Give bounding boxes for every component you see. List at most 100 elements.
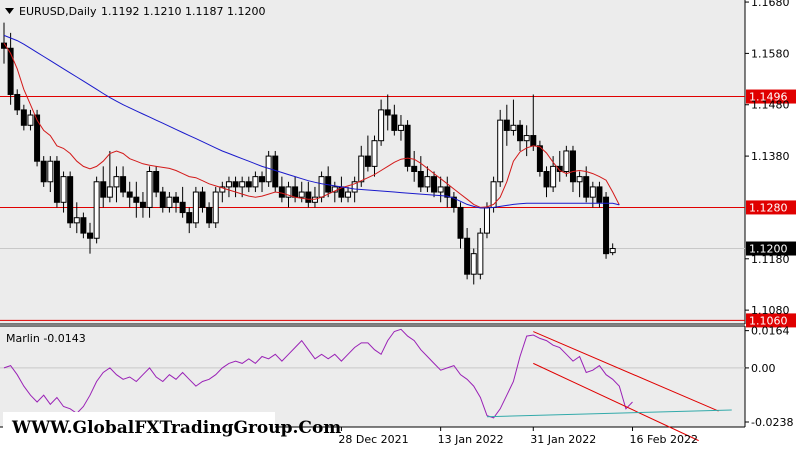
candle-bull [225, 181, 232, 188]
candle-bear [530, 135, 537, 147]
level-price-tag-label: 1.1280 [749, 201, 788, 214]
level-price-tag [746, 313, 796, 328]
candle-bear [536, 145, 543, 172]
watermark-background [3, 412, 275, 442]
candle-bull [113, 176, 120, 188]
candle-bull [470, 253, 477, 275]
price-axis-label: 1.1580 [751, 47, 790, 60]
candle-bear [278, 186, 285, 198]
moving-average-fast [3, 42, 620, 208]
candle-bear [245, 181, 252, 188]
candle-bull [424, 176, 431, 188]
candle-bull [483, 206, 490, 234]
candle-bear [543, 170, 550, 188]
candle-bear [67, 176, 74, 224]
candle-bear [450, 196, 457, 208]
candle-bear [20, 109, 27, 126]
candle-bear [556, 165, 563, 172]
candle-bull [371, 140, 378, 167]
candle-bear [120, 176, 127, 193]
candle-bull [73, 217, 80, 224]
candle-bull [497, 119, 504, 183]
axes: 1.1496 1.1280 1.1060 1.1680 1.1580 1.1480 1.13… [338, 0, 796, 446]
collapse-triangle-icon[interactable] [5, 8, 14, 14]
time-axis-label: 16 Feb 2022 [630, 433, 698, 446]
level-price-tag [746, 200, 796, 215]
candle-bear [444, 186, 451, 198]
candle-bear [391, 114, 398, 131]
marlin-oscillator-line [3, 328, 633, 419]
indicator-plot-background [0, 326, 745, 427]
candle-bear [411, 165, 418, 172]
watermark: WWW.GlobalFXTradingGroup.Com [11, 418, 341, 438]
candle-bear [14, 93, 21, 111]
candle-bull [523, 135, 530, 142]
level-price-tag-label: 1.1496 [749, 91, 788, 104]
candle-bull [166, 196, 173, 208]
candle-bull [490, 181, 497, 208]
candle-bear [305, 191, 312, 203]
candle-bear [583, 176, 590, 198]
indicator-label: Marlin -0.0143 [6, 332, 86, 345]
indicator-axis-label: 0.00 [751, 362, 776, 375]
candle-bear [603, 196, 610, 255]
price-axis-area [745, 0, 800, 453]
candle-bull [311, 196, 318, 203]
channel-trendline [533, 362, 699, 442]
indicator-axis-label: 0.0164 [751, 325, 790, 338]
candle-bull [358, 155, 365, 183]
channel-trendline [533, 331, 719, 412]
candle-bear [7, 47, 14, 95]
candle-bull [563, 150, 570, 172]
symbol-label: EURUSD,Daily [19, 5, 97, 18]
candle-bull [239, 181, 246, 188]
candle-bull [589, 186, 596, 198]
candle-bear [87, 232, 94, 239]
candle-bear [153, 170, 160, 193]
time-axis-label: 28 Dec 2021 [338, 433, 408, 446]
price-axis-label: 1.1380 [751, 150, 790, 163]
candle-bull [510, 124, 517, 131]
candle-bear [259, 176, 266, 183]
candle-bear [517, 124, 524, 142]
candle-bull [437, 186, 444, 193]
time-axis-label: 13 Jan 2022 [438, 433, 504, 446]
candle-bull [252, 176, 259, 188]
indicator-plot [0, 328, 745, 442]
candle-bear [364, 155, 371, 167]
candle-bear [232, 181, 239, 188]
candle-bear [133, 196, 140, 203]
main-plot [0, 22, 745, 321]
candle-bear [179, 201, 186, 214]
level-price-tag-label: 1.1060 [749, 314, 788, 327]
price-axis-label: 1.1680 [751, 0, 790, 9]
candle-bear [159, 191, 166, 208]
candle-bull [351, 181, 358, 193]
candle-bull [345, 191, 352, 198]
candle-bear [173, 196, 180, 203]
candle-bull [60, 176, 67, 203]
candle-bull [106, 186, 113, 198]
candle-bull [192, 191, 199, 224]
candle-bear [100, 181, 107, 198]
candle-bull [285, 186, 292, 198]
candle-bear [569, 150, 576, 183]
candle-bull [27, 114, 34, 126]
candle-bear [206, 206, 213, 224]
candle-bear [457, 206, 464, 239]
price-axis-label: 1.1480 [751, 99, 790, 112]
candle-bear [80, 217, 87, 234]
candle-bull [212, 191, 219, 224]
price-axis-label: 1.1080 [751, 304, 790, 317]
candle-bear [139, 201, 146, 208]
candle-bull [146, 170, 153, 208]
support-trendline [486, 409, 732, 418]
candle-bear [464, 237, 471, 275]
candle-bull [93, 181, 100, 239]
indicator-axis-label: -0.0238 [751, 416, 793, 429]
candle-bull [576, 176, 583, 183]
candle-bear [126, 191, 133, 198]
time-axis-label: 31 Jan 2022 [530, 433, 596, 446]
